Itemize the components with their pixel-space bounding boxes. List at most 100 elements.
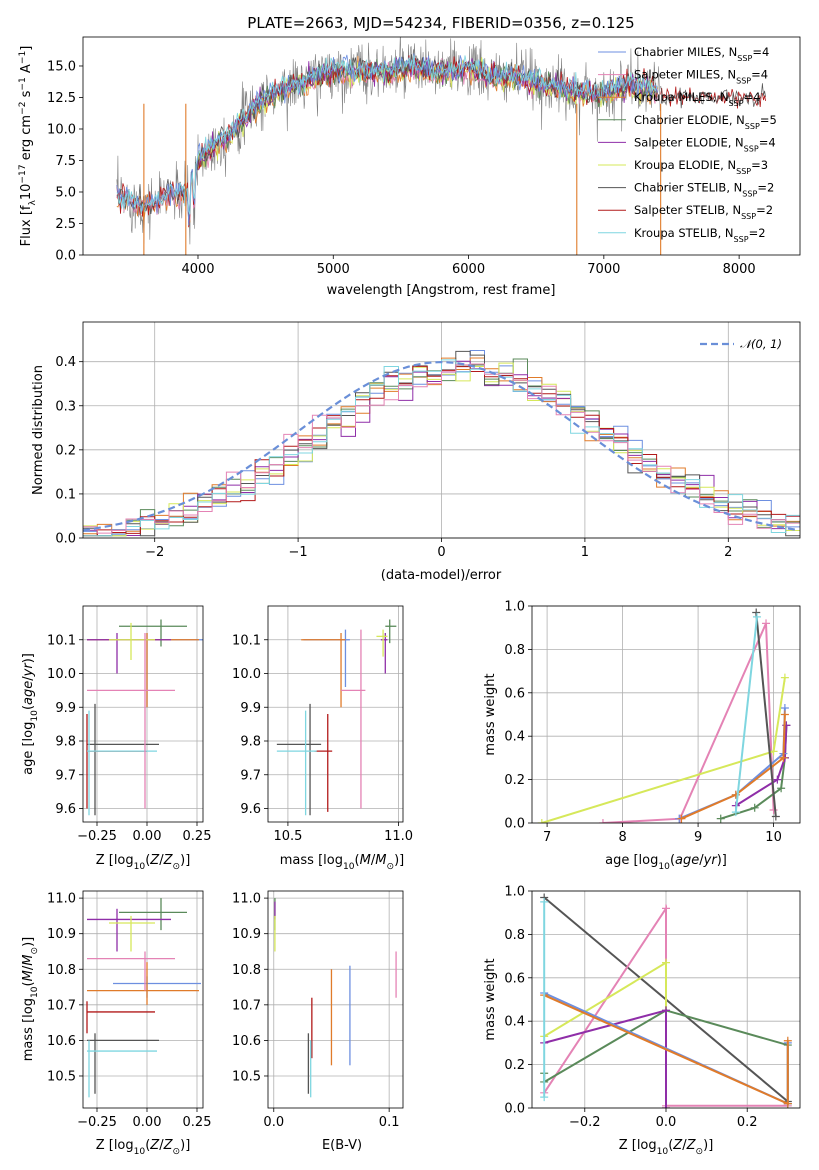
y-tick-label: 9.7: [240, 768, 261, 783]
y-tick-label: 7.5: [55, 154, 76, 169]
x-tick-label: 0.1: [379, 1115, 400, 1130]
weight-marker: [780, 710, 789, 719]
y-tick-label: 0.4: [55, 355, 76, 370]
y-tick-label: 0.8: [504, 643, 525, 658]
x-tick-label: 0.00: [133, 1115, 162, 1130]
weight-marker: [752, 612, 761, 621]
x-tick-label: 10.5: [273, 829, 302, 844]
y-tick-label: 9.6: [55, 802, 76, 817]
x-tick-label: 0.25: [183, 1115, 212, 1130]
x-tick-label: 5000: [317, 262, 350, 277]
weight-marker: [771, 812, 780, 821]
y-tick-label: 0.4: [504, 730, 525, 745]
y-tick-label: 10.7: [47, 998, 76, 1013]
x-axis-label: Z [log10(Z/Z⊙)]: [96, 853, 191, 872]
model-spectrum-line: [116, 54, 658, 220]
x-tick-label: 11.0: [384, 829, 413, 844]
weight-series-line: [735, 725, 788, 807]
weight-marker: [662, 1006, 670, 1015]
y-tick-label: 10.8: [232, 963, 261, 978]
weight-marker: [662, 958, 670, 967]
y-tick-label: 10.0: [232, 667, 261, 682]
weight-marker: [540, 1093, 549, 1102]
weight_vs_age-frame: [531, 605, 801, 824]
x-tick-label: 0.25: [183, 829, 212, 844]
y-tick-label: 9.8: [240, 735, 261, 750]
mass_vs_Z-frame: [82, 890, 204, 1109]
age_vs_mass-frame: [267, 605, 404, 823]
x-tick-label: 7000: [587, 262, 620, 277]
weight-marker: [750, 803, 759, 812]
weight_vs_Z-marks: [540, 893, 792, 1108]
x-tick-label: 6000: [452, 262, 485, 277]
spectrum-marks: [116, 37, 766, 255]
x-tick-label: 0.2: [737, 1115, 758, 1130]
weight-marker: [769, 805, 778, 814]
y-tick-label: 9.9: [240, 701, 261, 716]
y-tick-label: 10.8: [47, 963, 76, 978]
y-tick-label: 2.5: [55, 217, 76, 232]
y-tick-label: 10.0: [47, 122, 76, 137]
x-tick-label: 9: [694, 830, 702, 845]
x-axis-label: Z [log10(Z/Z⊙)]: [619, 1138, 714, 1157]
x-tick-label: −0.25: [77, 1115, 117, 1130]
y-tick-label: 0.1: [55, 487, 76, 502]
x-axis-label: age [log10(age/yr)]: [605, 853, 727, 872]
x-tick-label: −1: [289, 545, 308, 560]
mass_vs_Z-marks: [86, 898, 201, 1098]
x-tick-label: 8: [618, 830, 626, 845]
weight-marker: [537, 819, 546, 823]
y-axis-label: age [log10(age/yr)]: [21, 653, 40, 775]
spectrum-frame: [82, 36, 801, 256]
y-tick-label: 0.2: [504, 773, 525, 788]
legend-entry: 𝒩(0, 1): [740, 337, 782, 351]
model-spectrum-line: [116, 55, 658, 215]
y-axis-label: Normed distribution: [31, 365, 46, 495]
y-tick-label: 10.5: [232, 1069, 261, 1084]
x-axis-label: E(B-V): [322, 1138, 362, 1153]
x-tick-label: 0.0: [263, 1115, 284, 1130]
weight-marker: [773, 775, 782, 784]
legend-entry: Chabrier MILES, NSSP=4: [634, 45, 769, 63]
y-tick-label: 10.1: [47, 633, 76, 648]
y-tick-label: 1.0: [504, 885, 525, 900]
y-tick-label: 0.2: [504, 1058, 525, 1073]
model-spectrum-tail: [660, 83, 766, 109]
residuals-frame: [82, 321, 801, 539]
x-axis-label: mass [log10(M/M⊙)]: [280, 853, 404, 872]
weight-marker: [540, 897, 549, 906]
legend-entry: Salpeter MILES, NSSP=4: [634, 68, 768, 86]
weight-series-line: [602, 622, 775, 823]
y-tick-label: 0.6: [504, 686, 525, 701]
weight-marker: [598, 819, 607, 823]
y-tick-label: 0.3: [55, 399, 76, 414]
y-tick-label: 0.0: [55, 532, 76, 547]
x-axis-label: wavelength [Angstrom, rest frame]: [327, 283, 556, 298]
y-tick-label: 12.5: [47, 91, 76, 106]
x-tick-label: −0.2: [569, 1115, 601, 1130]
x-tick-label: 8000: [723, 262, 756, 277]
y-tick-label: 10.0: [47, 667, 76, 682]
x-axis-label: (data-model)/error: [381, 568, 502, 583]
x-axis-label: Z [log10(Z/Z⊙)]: [96, 1138, 191, 1157]
weight-marker: [731, 808, 740, 817]
weight-marker: [780, 673, 789, 682]
weight-marker: [769, 747, 778, 756]
x-tick-label: 0.0: [656, 1115, 677, 1130]
x-tick-label: 0: [437, 545, 445, 560]
legend-entry: Kroupa STELIB, NSSP=2: [634, 226, 766, 244]
mass_vs_ebv-frame: [267, 890, 404, 1109]
y-tick-label: 9.9: [55, 701, 76, 716]
y-tick-label: 10.5: [47, 1069, 76, 1084]
x-tick-label: −2: [145, 545, 164, 560]
weight_vs_age-marks: [537, 608, 791, 823]
weight-marker: [779, 753, 788, 762]
weight_vs_age-plot: 7 8 9 10 0.0 0.2 0.4 0.6 0.8 1.0 mass weight age [l…: [483, 600, 801, 872]
y-tick-label: 0.4: [504, 1015, 525, 1030]
x-tick-label: 10: [765, 830, 782, 845]
weight-series-line: [755, 612, 777, 817]
y-tick-label: 0.0: [55, 249, 76, 264]
residuals-marks: [83, 350, 800, 537]
legend-entry: Kroupa MILES, NSSP=4: [634, 90, 761, 108]
x-tick-label: 2: [724, 545, 732, 560]
